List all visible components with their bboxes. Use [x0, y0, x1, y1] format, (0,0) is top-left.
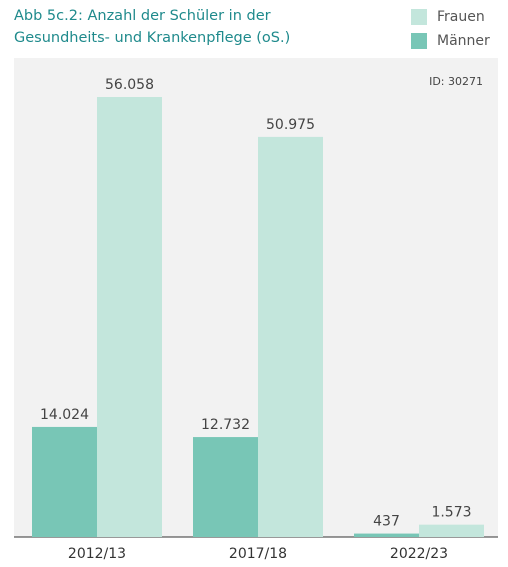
bar	[354, 533, 419, 537]
value-label: 50.975	[266, 117, 315, 133]
bar	[32, 426, 97, 537]
annotation: ID: 30271	[429, 75, 483, 88]
value-label: 1.573	[431, 505, 471, 521]
value-label: 14.024	[40, 407, 89, 423]
x-tick-label: 2012/13	[68, 546, 126, 562]
bar	[419, 524, 484, 537]
x-tick-label: 2022/23	[390, 546, 448, 562]
bar	[97, 97, 162, 537]
bar	[258, 136, 323, 537]
value-label: 437	[373, 514, 400, 530]
bar	[193, 437, 258, 537]
legend-swatch	[411, 9, 427, 25]
value-label: 56.058	[105, 77, 154, 93]
chart-title: Gesundheits- und Krankenpflege (oS.)	[14, 30, 290, 46]
legend-label: Frauen	[437, 9, 485, 25]
value-label: 12.732	[201, 417, 250, 433]
legend-swatch	[411, 33, 427, 49]
x-tick-label: 2017/18	[229, 546, 287, 562]
legend-label: Männer	[437, 33, 490, 49]
chart-title: Abb 5c.2: Anzahl der Schüler in der	[14, 8, 271, 24]
